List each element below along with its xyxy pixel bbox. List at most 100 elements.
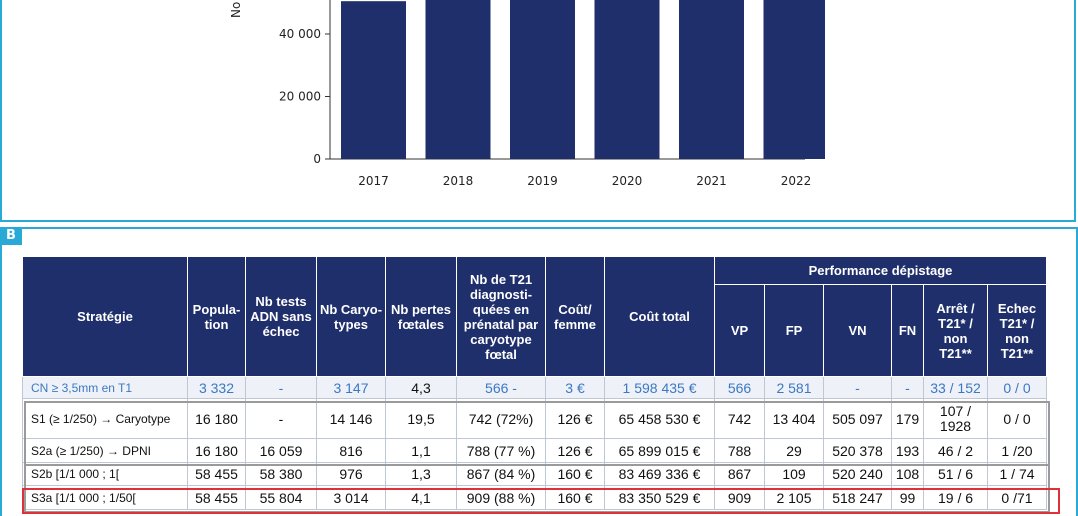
- cell-caryo: 3 147: [316, 376, 386, 399]
- cell-strategie: CN ≥ 3,5mm en T1: [22, 376, 188, 399]
- cell-adn: 55 804: [245, 485, 317, 510]
- y-tick-label: 20 000: [279, 90, 321, 104]
- cell-t21: 909 (88 %): [456, 485, 546, 510]
- x-tick-label: 2017: [358, 174, 389, 188]
- cell-cout-femme: 126 €: [545, 398, 605, 439]
- cell-vn: -: [823, 376, 892, 399]
- bar: [510, 0, 575, 159]
- cell-echec: 1 / 74: [987, 462, 1047, 486]
- cell-strategie: S2b [1/1 000 ; 1[: [22, 462, 188, 486]
- header-t21: Nb de T21 diagnosti-quées en prénatal pa…: [456, 256, 546, 377]
- cell-arret: 51 / 6: [923, 462, 988, 486]
- cell-echec: 0 / 0: [987, 376, 1047, 399]
- cell-pertes: 4,3: [385, 376, 457, 399]
- header-cout-total: Coût total: [604, 256, 715, 377]
- cell-strategie: S1 (≥ 1/250) → Caryotype: [22, 398, 188, 439]
- cell-cout-total: 65 458 530 €: [604, 398, 715, 439]
- cell-fn: 108: [891, 462, 924, 486]
- cell-fn: 99: [891, 485, 924, 510]
- cell-fn: 179: [891, 398, 924, 439]
- cell-arret: 107 / 1928: [923, 398, 988, 439]
- header-fp: FP: [764, 284, 824, 377]
- cell-cout-total: 1 598 435 €: [604, 376, 715, 399]
- cell-cout-total: 83 469 336 €: [604, 462, 715, 486]
- header-strategie: Stratégie: [22, 256, 188, 377]
- cell-fn: -: [891, 376, 924, 399]
- cell-population: 16 180: [187, 438, 246, 463]
- cell-adn: -: [245, 398, 317, 439]
- cell-caryo: 816: [316, 438, 386, 463]
- cell-fp: 13 404: [764, 398, 824, 439]
- cell-arret: 19 / 6: [923, 485, 988, 510]
- panel-a: [0, 0, 1076, 222]
- cell-fp: 109: [764, 462, 824, 486]
- strategy-table: Stratégie Popula-tion Nb tests ADN sans …: [22, 256, 1047, 510]
- cell-caryo: 976: [316, 462, 386, 486]
- header-performance: Performance dépistage: [714, 256, 1047, 285]
- cell-population: 3 332: [187, 376, 246, 399]
- cell-vp: 788: [714, 438, 765, 463]
- cell-fp: 29: [764, 438, 824, 463]
- cell-cout-femme: 160 €: [545, 485, 605, 510]
- y-tick-label: 40 000: [279, 27, 321, 41]
- cell-caryo: 3 014: [316, 485, 386, 510]
- header-arret: Arrêt / T21* / non T21**: [923, 284, 988, 377]
- cell-population: 58 455: [187, 485, 246, 510]
- cell-cout-femme: 3 €: [545, 376, 605, 399]
- cell-pertes: 19,5: [385, 398, 457, 439]
- y-tick-label: 0: [313, 152, 321, 166]
- cell-arret: 46 / 2: [923, 438, 988, 463]
- cell-echec: 1 /20: [987, 438, 1047, 463]
- cell-population: 58 455: [187, 462, 246, 486]
- bar: [679, 0, 744, 159]
- table-row: S2a (≥ 1/250) → DPNI 16 180 16 059 816 1,1 78…: [22, 438, 1047, 463]
- header-echec: Echec T21* / non T21**: [987, 284, 1047, 377]
- cell-vp: 909: [714, 485, 765, 510]
- cell-vn: 520 240: [823, 462, 892, 486]
- cell-t21: 788 (77 %): [456, 438, 546, 463]
- cell-vp: 867: [714, 462, 765, 486]
- cell-strategie: S2a (≥ 1/250) → DPNI: [22, 438, 188, 463]
- cell-t21: 867 (84 %): [456, 462, 546, 486]
- cell-vn: 520 378: [823, 438, 892, 463]
- cell-t21: 742 (72%): [456, 398, 546, 439]
- table-row: S1 (≥ 1/250) → Caryotype 16 180-14 146 19,…: [22, 398, 1047, 439]
- cell-cout-femme: 126 €: [545, 438, 605, 463]
- header-pertes: Nb pertes fœtales: [385, 256, 457, 377]
- bar: [594, 0, 660, 159]
- cell-cout-femme: 160 €: [545, 462, 605, 486]
- x-tick-label: 2022: [781, 174, 812, 188]
- cell-adn: 16 059: [245, 438, 317, 463]
- cell-echec: 0 /71: [987, 485, 1047, 510]
- x-tick-label: 2020: [612, 174, 643, 188]
- cell-population: 16 180: [187, 398, 246, 439]
- cell-vp: 742: [714, 398, 765, 439]
- table-row: S2b [1/1 000 ; 1[58 455 58 380 976 1,3 867 (…: [22, 462, 1047, 486]
- panel-b-label: B: [0, 227, 22, 245]
- cell-t21: 566 -: [456, 376, 546, 399]
- cell-caryo: 14 146: [316, 398, 386, 439]
- cell-pertes: 1,1: [385, 438, 457, 463]
- cell-cout-total: 83 350 529 €: [604, 485, 715, 510]
- table-row: CN ≥ 3,5mm en T1 3 332-3 147 4,3 566 -3 €1 …: [22, 376, 1047, 399]
- cell-adn: 58 380: [245, 462, 317, 486]
- cell-cout-total: 65 899 015 €: [604, 438, 715, 463]
- bar: [341, 1, 406, 159]
- cell-vn: 518 247: [823, 485, 892, 510]
- cell-adn: -: [245, 376, 317, 399]
- cell-arret: 33 / 152: [923, 376, 988, 399]
- x-tick-label: 2019: [527, 174, 558, 188]
- cell-pertes: 1,3: [385, 462, 457, 486]
- panel-b: [0, 227, 1078, 516]
- cell-echec: 0 / 0: [987, 398, 1047, 439]
- cell-pertes: 4,1: [385, 485, 457, 510]
- header-fn: FN: [891, 284, 924, 377]
- cell-vp: 566: [714, 376, 765, 399]
- bar-chart: 0 20 000 40 000 2017 2018 2019 2020 2021 2022: [279, 0, 825, 188]
- header-cout-femme: Coût/ femme: [545, 256, 605, 377]
- cell-strategie: S3a [1/1 000 ; 1/50[: [22, 485, 188, 510]
- header-vn: VN: [823, 284, 892, 377]
- cell-fp: 2 105: [764, 485, 824, 510]
- x-tick-label: 2018: [443, 174, 474, 188]
- header-adn: Nb tests ADN sans échec: [245, 256, 317, 377]
